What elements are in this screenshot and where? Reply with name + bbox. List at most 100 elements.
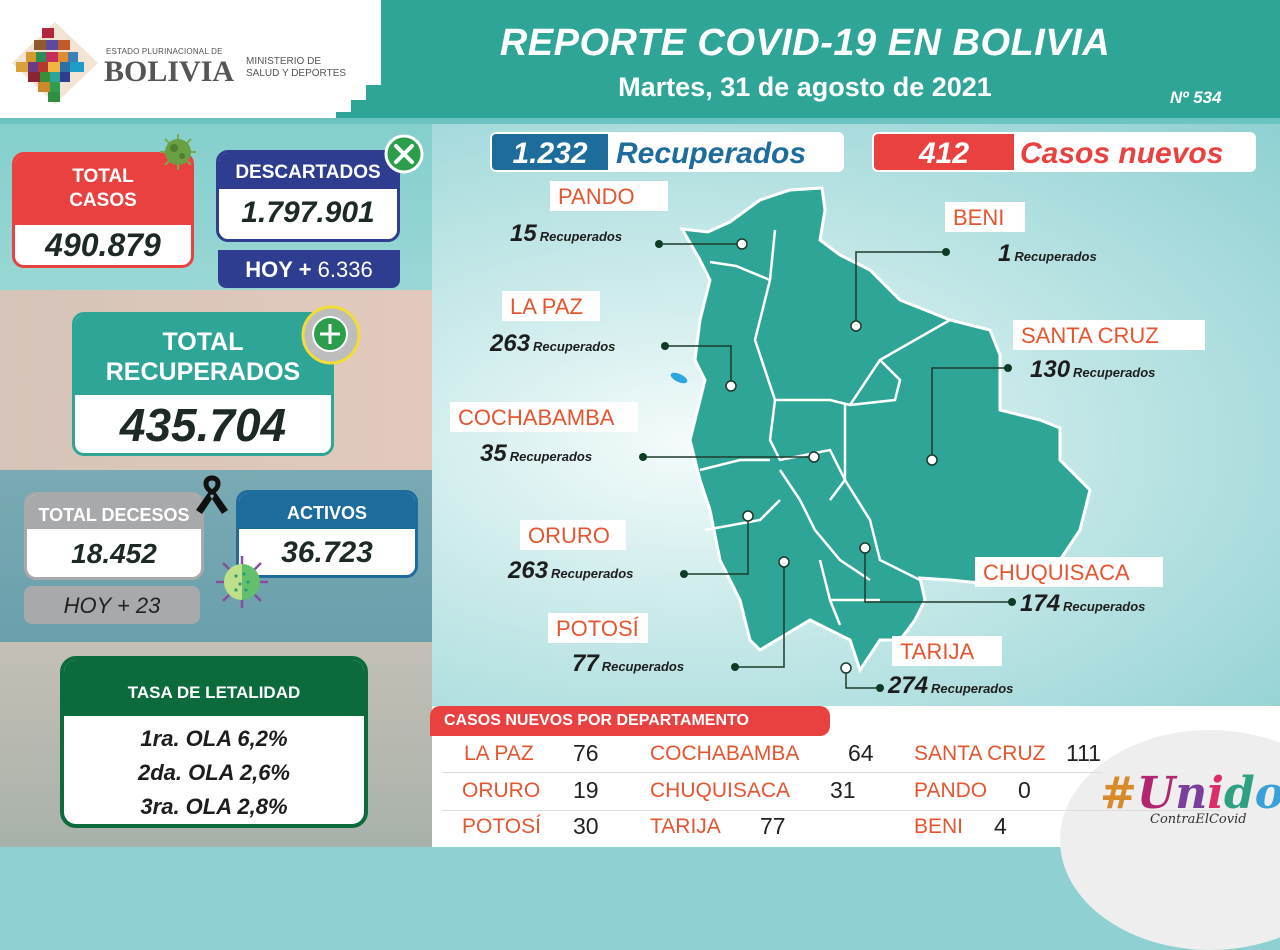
activos-label: ACTIVOS: [239, 493, 415, 529]
dept-label-santa-cruz: SANTA CRUZ: [1013, 320, 1205, 350]
report-date: Martes, 31 de agosto de 2021: [618, 72, 992, 102]
recuperados-suffix: Recuperados: [931, 681, 1014, 696]
table-dept: TARIJA: [650, 815, 721, 838]
dept-recuperados-santa-cruz: 130 Recuperados: [1030, 356, 1155, 384]
total-decesos-value: 18.452: [71, 538, 157, 569]
recuperados-count: 263: [508, 557, 549, 584]
dept-label-potosi: POTOSÍ: [548, 613, 648, 643]
dept-recuperados-beni: 1 Recuperados: [998, 240, 1097, 268]
label-line: TOTAL: [72, 166, 134, 187]
activos-value: 36.723: [281, 536, 373, 569]
report-number: Nº 534: [1170, 88, 1222, 107]
descartados-value: 1.797.901: [241, 196, 375, 229]
step-mask: [336, 85, 366, 100]
dept-recuperados-pando: 15 Recuperados: [510, 220, 622, 248]
campaign-tagline: ContraElCovid: [1150, 812, 1247, 827]
dept-label-cochabamba: COCHABAMBA: [450, 402, 638, 432]
today-value: 6.336: [317, 257, 373, 282]
today-prefix: HOY +: [245, 257, 312, 282]
row-divider: [442, 810, 1222, 811]
plus-circle-icon: [301, 305, 361, 365]
total-recuperados-card: TOTAL RECUPERADOS 435.704: [72, 312, 334, 456]
dept-label-la-paz: LA PAZ: [502, 291, 600, 321]
emblem-label: ESTADO PLURINACIONAL DE: [106, 47, 223, 56]
daily-recuperados-label: Recuperados: [616, 137, 807, 170]
total-casos-value: 490.879: [45, 227, 161, 263]
recuperados-count: 1: [998, 240, 1012, 267]
recuperados-count: 15: [510, 220, 537, 247]
table-value: 4: [994, 813, 1007, 839]
dept-recuperados-potosi: 77 Recuperados: [572, 650, 684, 678]
ministry-line2: SALUD Y DEPORTES: [246, 68, 347, 79]
daily-casos-nuevos-pill: 412 Casos nuevos: [872, 132, 1256, 172]
activos-card: ACTIVOS 36.723: [236, 490, 418, 578]
lethality-row: 2da. OLA 2,6%: [137, 760, 290, 785]
x-circle-icon: [384, 134, 424, 174]
recuperados-suffix: Recuperados: [601, 659, 685, 674]
descartados-today: HOY + 6.336: [218, 250, 400, 288]
table-value: 77: [760, 813, 786, 839]
step-mask: [336, 100, 351, 112]
daily-recuperados-pill: 1.232 Recuperados: [490, 132, 844, 172]
table-value: 30: [573, 813, 599, 839]
dept-recuperados-oruro: 263 Recuperados: [508, 557, 633, 585]
campaign-hashtag: #Unidos: [1100, 768, 1280, 819]
recuperados-count: 130: [1030, 356, 1071, 383]
label-line: RECUPERADOS: [105, 358, 301, 386]
total-casos-card: TOTAL CASOS 490.879: [12, 152, 194, 268]
ministry-name: MINISTERIO DE SALUD Y DEPORTES: [246, 56, 346, 80]
dept-recuperados-la-paz: 263 Recuperados: [490, 330, 615, 358]
virus-icon: [160, 134, 196, 170]
dept-label-oruro: ORURO: [520, 520, 626, 550]
casos-nuevos-table-title: CASOS NUEVOS POR DEPARTAMENTO: [430, 706, 830, 736]
hashtag-symbol: #: [1100, 768, 1137, 819]
dept-label-beni: BENI: [945, 202, 1025, 232]
table-dept: LA PAZ: [464, 742, 534, 765]
recuperados-suffix: Recuperados: [1014, 249, 1097, 264]
table-value: 76: [573, 740, 599, 766]
descartados-label: DESCARTADOS: [219, 153, 397, 189]
bolivia-emblem-icon: [12, 22, 98, 104]
descartados-card: DESCARTADOS 1.797.901: [216, 150, 400, 242]
table-dept: COCHABAMBA: [650, 742, 800, 765]
total-decesos-card: TOTAL DECESOS 18.452: [24, 492, 204, 580]
map-outline: [679, 186, 1092, 674]
total-decesos-label: TOTAL DECESOS: [27, 495, 201, 529]
dept-recuperados-chuquisaca: 174 Recuperados: [1020, 590, 1145, 618]
bolivia-map: [639, 186, 1092, 692]
page-title: REPORTE COVID-19 EN BOLIVIA: [499, 22, 1111, 64]
tasa-letalidad-title: TASA DE LETALIDAD: [64, 660, 364, 716]
daily-casos-nuevos-value: 412: [874, 134, 1014, 170]
tasa-letalidad-card: TASA DE LETALIDAD 1ra. OLA 6,2% 2da. OLA…: [60, 656, 368, 828]
step-mask: [336, 0, 381, 85]
total-recuperados-value: 435.704: [119, 399, 287, 451]
dept-label-pando: PANDO: [550, 181, 668, 211]
recuperados-count: 77: [572, 650, 599, 677]
recuperados-suffix: Recuperados: [1063, 599, 1146, 614]
recuperados-suffix: Recuperados: [509, 449, 593, 464]
lake-titicaca: [670, 372, 688, 384]
label-line: CASOS: [69, 190, 137, 211]
dept-label-chuquisaca: CHUQUISACA: [975, 557, 1163, 587]
recuperados-suffix: Recuperados: [551, 566, 634, 581]
recuperados-count: 174: [1020, 590, 1061, 617]
table-dept: PANDO: [914, 779, 988, 802]
header-banner: [380, 0, 1280, 118]
table-dept: BENI: [914, 815, 964, 838]
table-dept: POTOSÍ: [462, 815, 541, 838]
dept-recuperados-tarija: 274 Recuperados: [888, 672, 1013, 700]
total-recuperados-label: TOTAL RECUPERADOS: [75, 315, 331, 395]
table-value: 31: [830, 777, 856, 803]
table-dept: CHUQUISACA: [650, 779, 791, 802]
recuperados-suffix: Recuperados: [1073, 365, 1156, 380]
total-casos-label: TOTAL CASOS: [15, 155, 191, 225]
decesos-today: HOY + 23: [24, 586, 200, 624]
table-dept: ORURO: [462, 779, 541, 802]
dept-label-tarija: TARIJA: [892, 636, 1002, 666]
recuperados-count: 274: [888, 672, 929, 699]
daily-recuperados-value: 1.232: [492, 134, 608, 170]
table-value: 0: [1018, 777, 1031, 803]
recuperados-suffix: Recuperados: [533, 339, 616, 354]
mourning-ribbon-icon: [196, 475, 228, 514]
recuperados-suffix: Recuperados: [539, 229, 623, 244]
